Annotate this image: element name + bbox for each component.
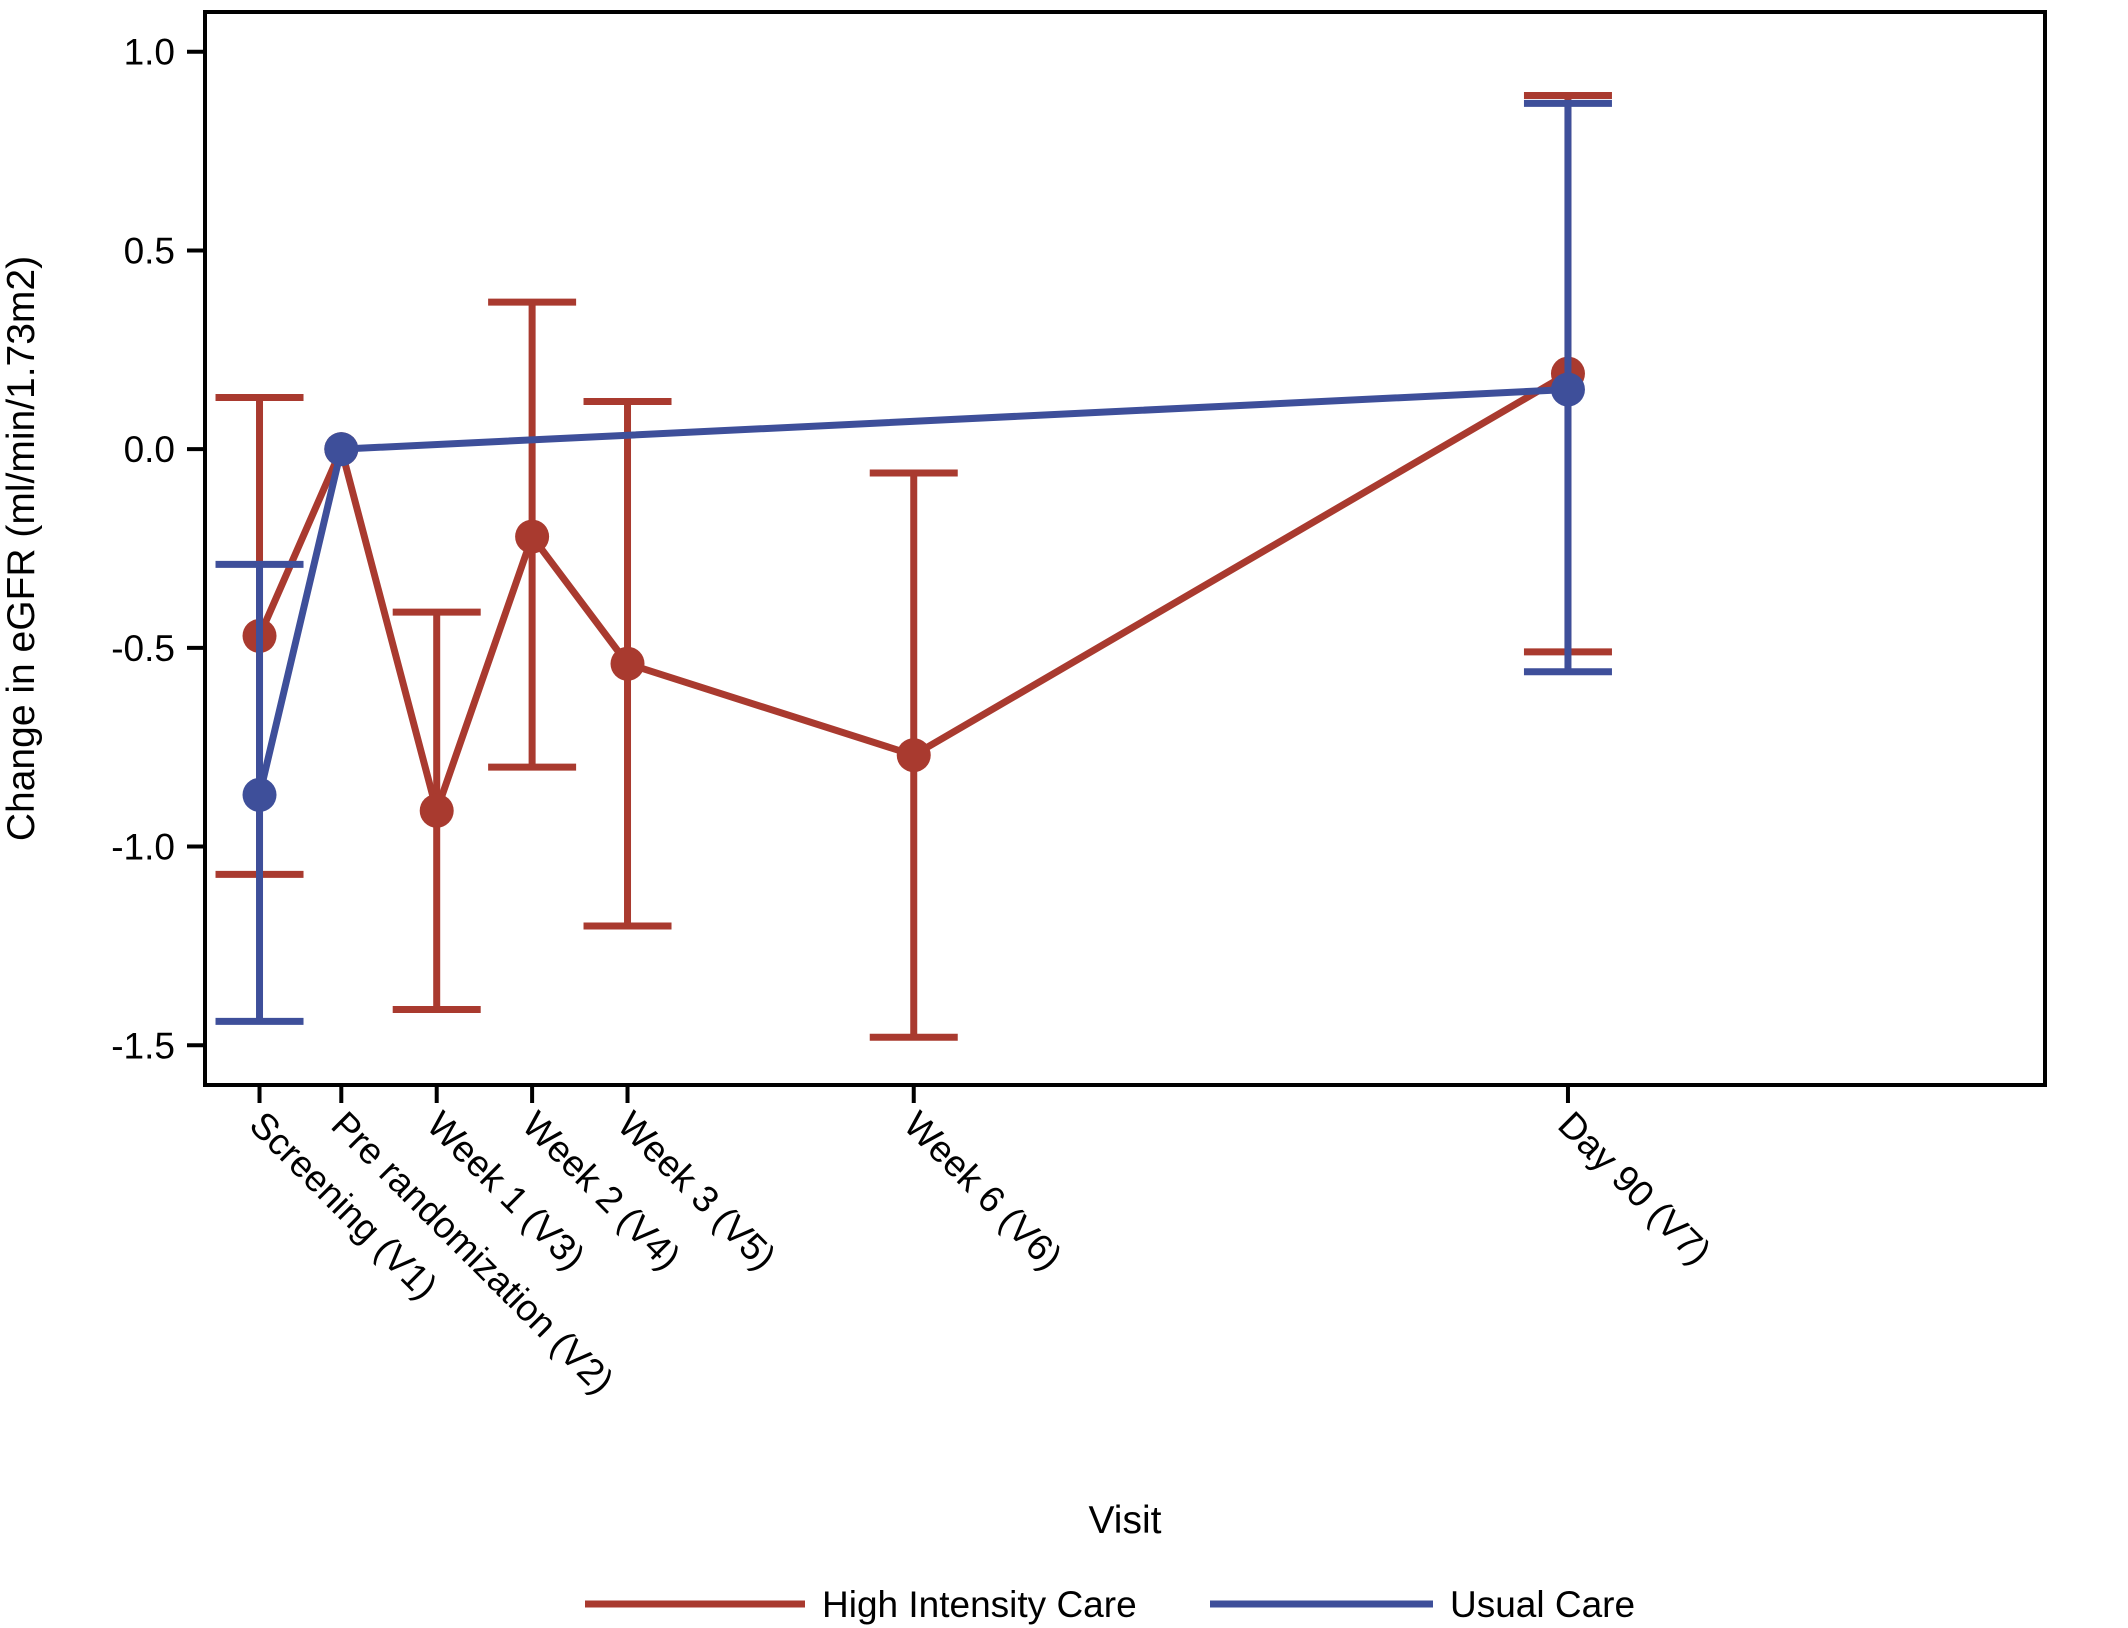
- x-tick-label: Week 6 (V6): [896, 1104, 1070, 1278]
- data-point: [896, 738, 931, 773]
- data-point: [324, 432, 359, 467]
- y-tick-label: -0.5: [111, 628, 175, 669]
- y-tick-label: 0.5: [124, 230, 175, 271]
- legend: High Intensity Care Usual Care: [585, 1584, 1635, 1625]
- legend-label: High Intensity Care: [822, 1584, 1137, 1625]
- data-point: [515, 519, 550, 554]
- data-point: [610, 646, 645, 681]
- x-tick-label: Day 90 (V7): [1550, 1104, 1719, 1273]
- data-point: [242, 777, 277, 812]
- series-group: [215, 91, 1612, 1041]
- y-tick-label: -1.5: [111, 1025, 175, 1066]
- series-group: [215, 99, 1612, 1025]
- y-tick-label: 1.0: [124, 32, 175, 73]
- y-axis: 1.0 0.5 0.0 -0.5 -1.0 -1.5: [111, 32, 205, 1066]
- legend-label: Usual Care: [1450, 1584, 1635, 1625]
- plot-frame: [203, 10, 2047, 1087]
- y-axis-title: Change in eGFR (ml/min/1.73m2): [0, 256, 43, 841]
- series-layer: [215, 91, 1612, 1041]
- data-point: [1550, 372, 1585, 407]
- x-axis: Screening (V1)Pre randomization (V2)Week…: [242, 1085, 1719, 1402]
- x-axis-title: Visit: [1089, 1499, 1162, 1542]
- data-point: [419, 793, 454, 828]
- y-tick-label: -1.0: [111, 827, 175, 868]
- y-tick-label: 0.0: [124, 429, 175, 470]
